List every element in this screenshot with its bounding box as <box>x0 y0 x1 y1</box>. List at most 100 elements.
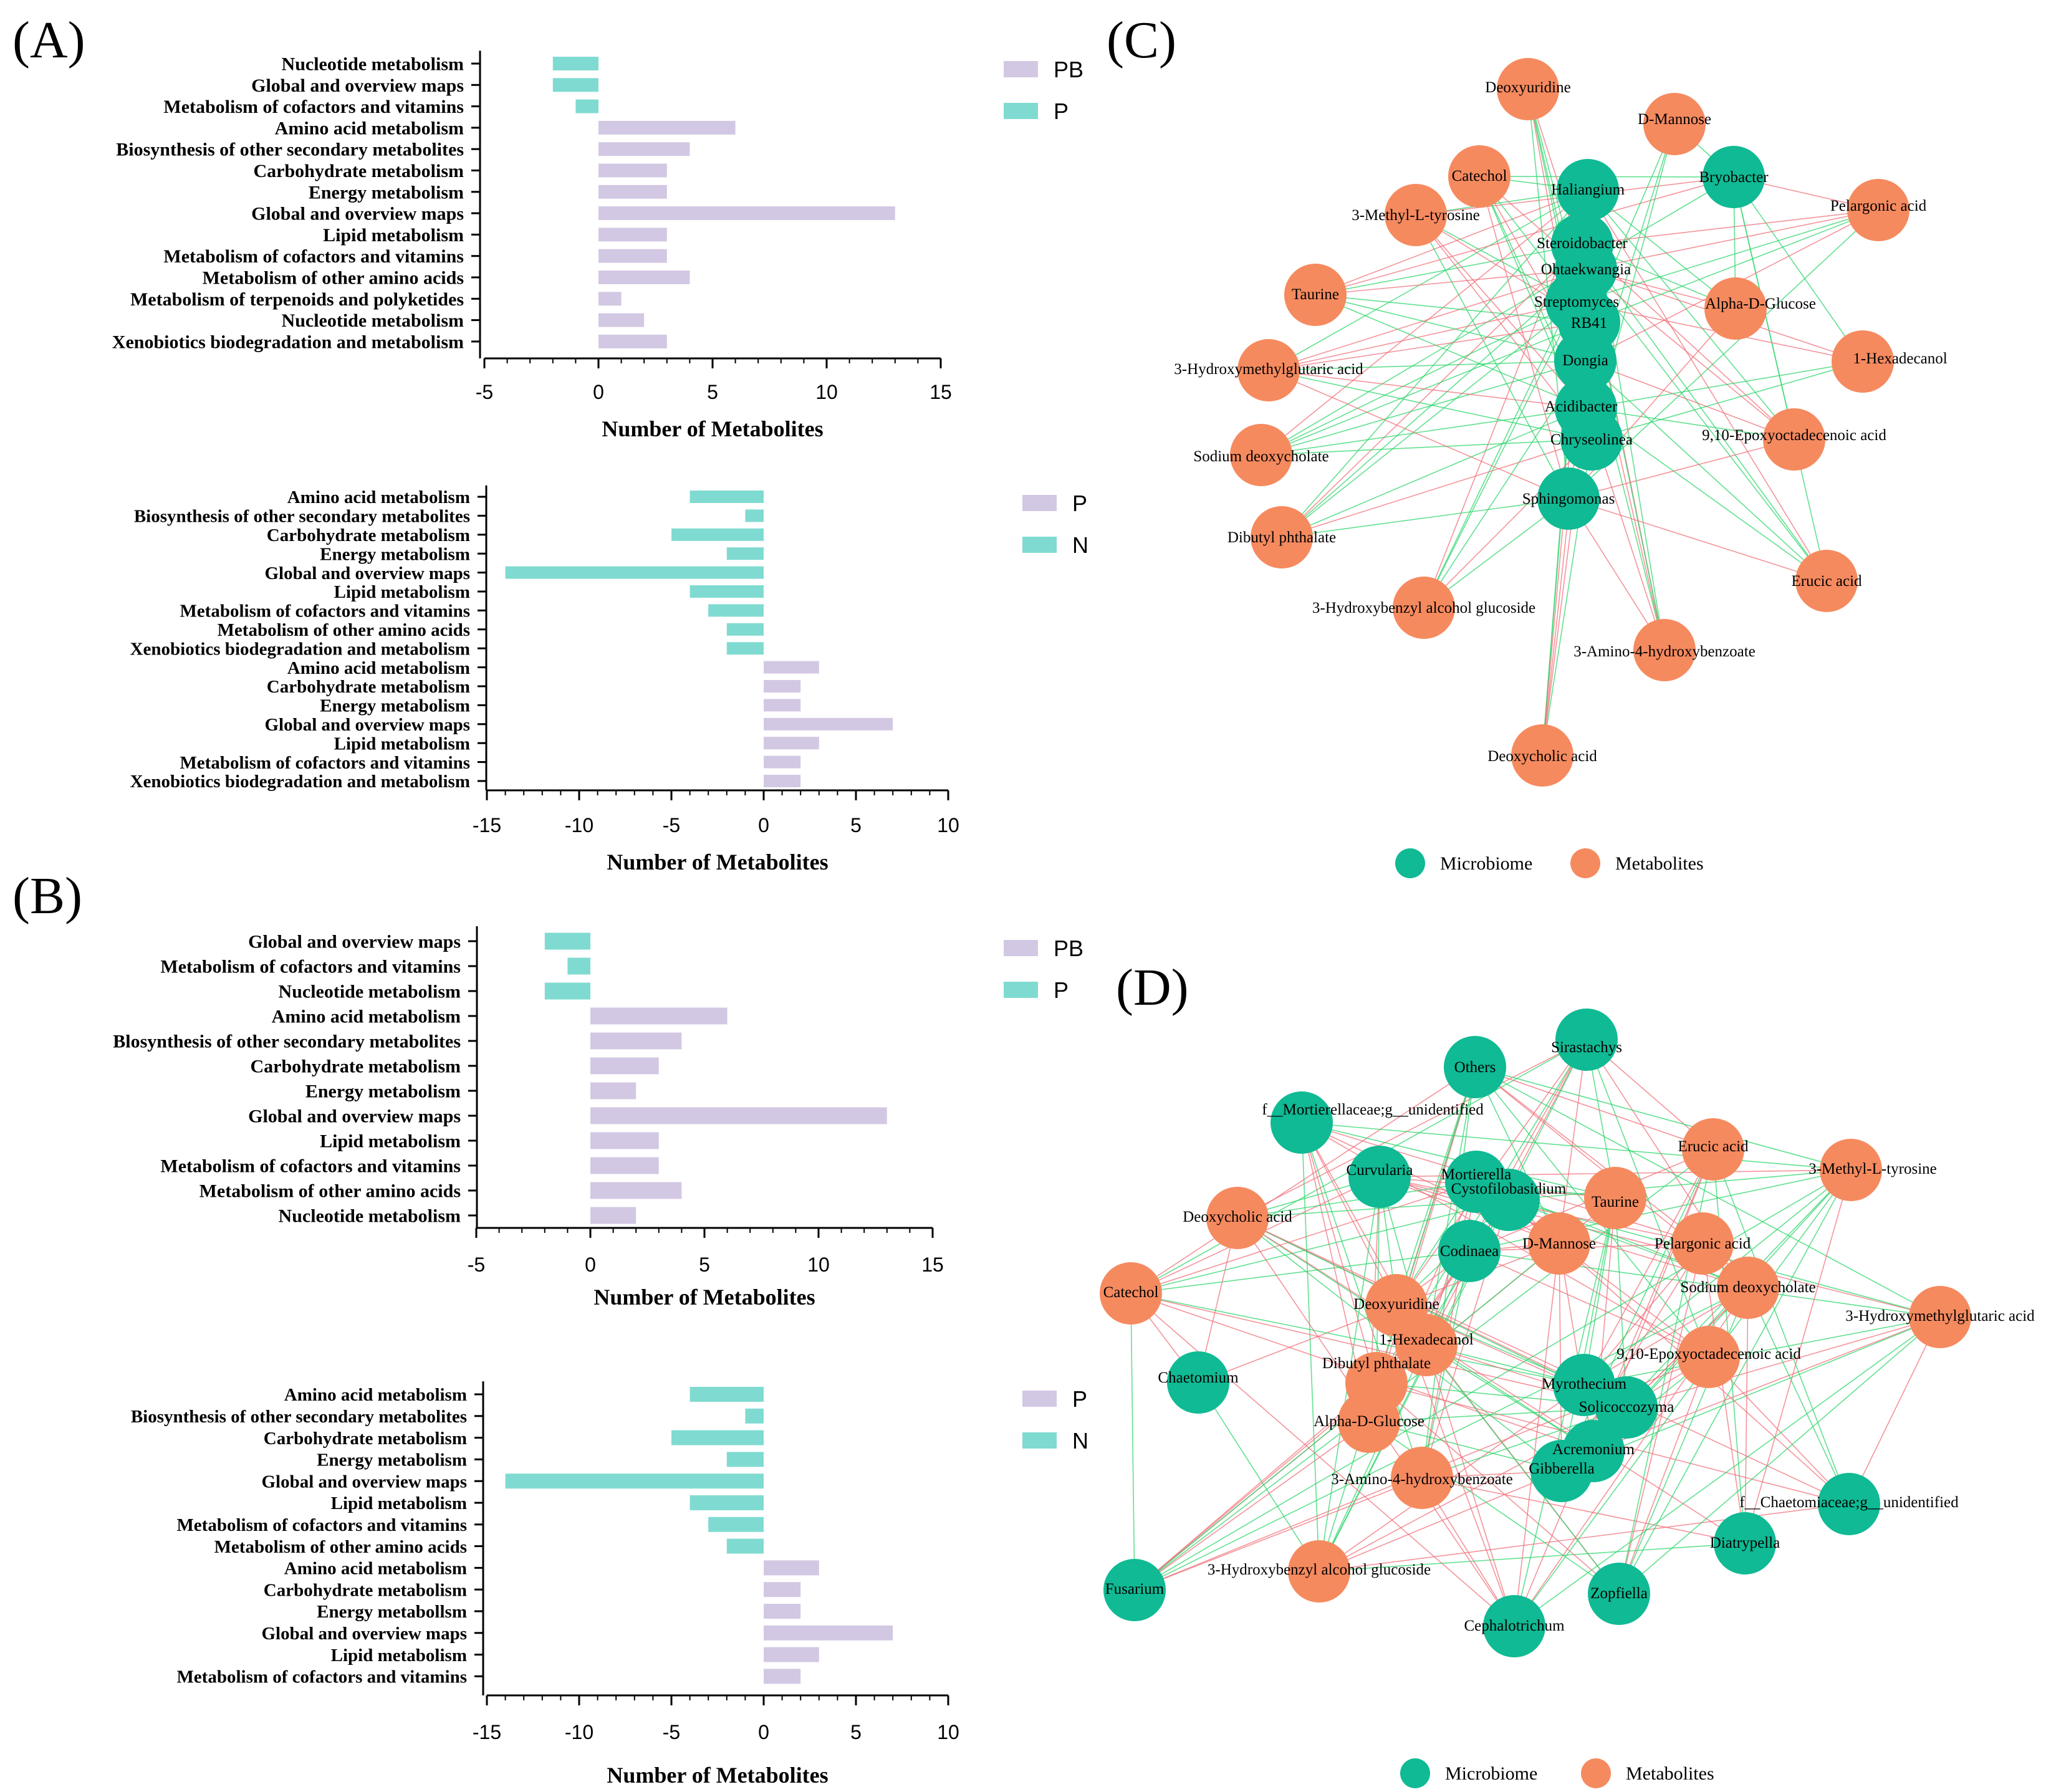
network-edge <box>1198 1382 1320 1572</box>
network-edge <box>1130 1199 1509 1294</box>
node-label: Catechol <box>1452 168 1507 184</box>
node-label: Fusarium <box>1105 1581 1165 1598</box>
bar <box>764 775 801 787</box>
metabolite-node <box>1682 1118 1744 1181</box>
x-tick-label: 15 <box>921 1253 944 1276</box>
node-label: Cystofilobasidium <box>1451 1181 1567 1197</box>
node-label: Myrothecium <box>1542 1376 1627 1392</box>
x-axis-label: Number of Metabolites <box>602 416 823 441</box>
panel-label-a: (A) <box>12 11 85 69</box>
network-edge <box>1733 176 1827 582</box>
category-label: Metabolism of cofactors and vitamins <box>176 1667 467 1687</box>
node-label: D-Mannose <box>1522 1235 1596 1252</box>
network-edge <box>1568 439 1795 499</box>
node-label: RB41 <box>1571 315 1607 332</box>
node-label: Ohtaekwangia <box>1541 261 1631 278</box>
node-label: Erucic acid <box>1678 1138 1749 1155</box>
category-label: Metabolism of cofactors and vitamins <box>160 957 461 977</box>
category-label: Metabolism of other amino acids <box>203 268 464 289</box>
network-edge <box>1585 408 1827 582</box>
bar <box>764 737 819 750</box>
node-label: 3-Hydroxybenzyl alcohol glucoside <box>1208 1561 1431 1578</box>
network-edge <box>1474 1066 1703 1244</box>
network-edge <box>1585 408 1795 440</box>
node-label: Zopfiella <box>1590 1585 1648 1602</box>
network-labels: Deoxyuridine D-Mannose Catechol Haliangium B… <box>1174 79 1947 765</box>
node-label: Cephalotrichum <box>1464 1617 1565 1634</box>
bar <box>598 249 667 263</box>
metabolite-node <box>1338 1391 1400 1453</box>
category-label: Energy metabolism <box>309 182 464 203</box>
node-label: Sodium deoxycholate <box>1193 448 1328 465</box>
network-edge <box>1559 1039 1587 1244</box>
network-edge <box>1733 176 1863 362</box>
x-axis-label: Number of Metabolites <box>593 1285 815 1310</box>
legend-swatch <box>1022 1391 1057 1407</box>
network-edge <box>1237 1181 1477 1219</box>
network-edge <box>1585 209 1879 270</box>
category-label: Biosynthesis of other secondary metaboli… <box>131 1407 467 1427</box>
microbe-node <box>1167 1351 1229 1414</box>
bar <box>598 142 690 156</box>
x-tick-label: -5 <box>663 1721 680 1743</box>
x-tick-label: 5 <box>707 381 718 403</box>
network-edge <box>1368 1421 1562 1472</box>
bar <box>598 313 645 327</box>
metabolite-node <box>1385 184 1447 246</box>
bar <box>689 491 764 503</box>
node-label: Haliangium <box>1551 181 1625 198</box>
network-edge <box>1315 176 1734 295</box>
category-label: Lipid metabolism <box>334 582 470 602</box>
category-label: Lipid metabolism <box>331 1493 467 1513</box>
metabolite-node <box>1393 577 1455 639</box>
network-edge <box>1559 1243 1562 1472</box>
network-edge <box>1268 189 1588 371</box>
node-label: Deoxycholic acid <box>1183 1209 1292 1225</box>
bar <box>764 1604 801 1619</box>
network-c: Deoxyuridine D-Mannose Catechol Haliangium B… <box>1174 58 1948 878</box>
category-label: Carbohydrate metabolism <box>264 1580 467 1600</box>
network-edge <box>1588 209 1879 323</box>
network-edge <box>1744 1169 1852 1544</box>
network-edge <box>1281 189 1588 538</box>
category-label: Energy metabolism <box>317 1450 467 1470</box>
legend-microbiome-label: Microbiome <box>1445 1763 1537 1784</box>
network-edge <box>1583 1316 1941 1386</box>
category-label: Amino acid metabolism <box>287 658 470 678</box>
network-edge <box>1582 244 1827 582</box>
node-label: 1-Hexadecanol <box>1379 1331 1473 1348</box>
bar <box>567 957 590 975</box>
network-edge <box>1130 1293 1515 1627</box>
network-edge <box>1301 1122 1423 1478</box>
network-edge <box>1474 1066 1714 1150</box>
x-tick-label: -10 <box>565 814 593 836</box>
network-edge <box>1261 360 1586 456</box>
x-tick-label: 15 <box>930 381 952 403</box>
metabolite-node <box>1820 1139 1882 1201</box>
metabolite-node <box>1288 1540 1350 1603</box>
category-label: Metabolism of cofactors and vitamins <box>163 97 464 117</box>
bar <box>590 1182 682 1199</box>
network-edge <box>1585 360 1795 440</box>
microbe-node <box>1557 159 1619 221</box>
bar <box>726 1538 764 1554</box>
network-edge <box>1474 1066 1941 1318</box>
node-label: Solicoccozyma <box>1579 1399 1674 1416</box>
legend-swatch <box>1022 1432 1057 1449</box>
network-edge <box>1376 1176 1380 1384</box>
bar-chart-b-top: -5 0 5 10 15 Number of Metabolites Global and … <box>113 926 1083 1310</box>
category-label: Amino acid metabolism <box>284 1559 467 1579</box>
node-label: Diatrypella <box>1710 1535 1780 1551</box>
network-edge <box>1281 244 1583 538</box>
network-edge <box>1261 189 1588 456</box>
network-edge <box>1268 360 1586 371</box>
legend-metabolites-label: Metabolites <box>1615 853 1704 874</box>
network-edge <box>1426 1066 1476 1346</box>
microbe-node <box>1438 1220 1501 1282</box>
network-labels: Sirastachys Others f__Mortierellaceae;g__u… <box>1103 1039 2035 1634</box>
category-label: Lipid metabolism <box>331 1646 467 1665</box>
node-label: 3-Methyl-L-tyrosine <box>1809 1161 1937 1177</box>
node-label: Catechol <box>1103 1284 1159 1301</box>
metabolite-node <box>1717 1257 1779 1319</box>
x-tick-label: -5 <box>663 814 680 836</box>
